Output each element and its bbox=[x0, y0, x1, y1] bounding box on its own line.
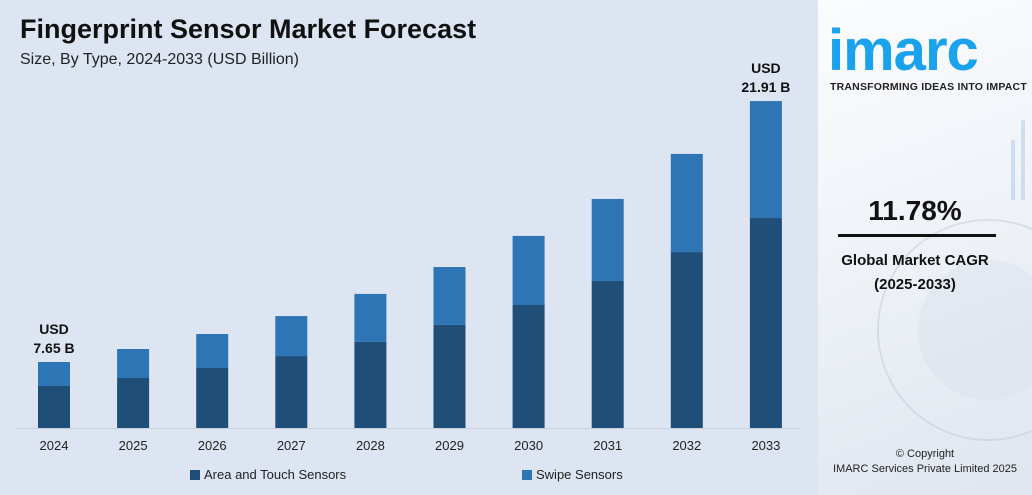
data-label: 7.65 B bbox=[33, 340, 74, 356]
bar-swipe-2029 bbox=[433, 267, 466, 325]
bar-swipe-2033 bbox=[749, 101, 782, 219]
bar-area-touch-2025 bbox=[117, 378, 150, 428]
x-tick-label: 2025 bbox=[119, 438, 148, 453]
bar-swipe-2026 bbox=[196, 334, 229, 368]
x-tick-label: 2027 bbox=[277, 438, 306, 453]
bar-swipe-2024 bbox=[38, 362, 70, 386]
tagline: TRANSFORMING IDEAS INTO IMPACT bbox=[830, 81, 1027, 93]
imarc-logo: imarc bbox=[828, 18, 979, 83]
legend-item-area-touch: Area and Touch Sensors bbox=[190, 467, 346, 482]
cagr-value: 11.78% bbox=[868, 195, 962, 226]
x-tick-label: 2026 bbox=[198, 438, 227, 453]
chart-subtitle: Size, By Type, 2024-2033 (USD Billion) bbox=[20, 51, 299, 68]
x-tick-label: 2032 bbox=[672, 438, 701, 453]
x-tick-label: 2028 bbox=[356, 438, 385, 453]
data-label: 21.91 B bbox=[741, 79, 790, 95]
legend-label: Swipe Sensors bbox=[536, 467, 623, 482]
bar-area-touch-2030 bbox=[512, 305, 545, 428]
data-label: USD bbox=[751, 60, 781, 76]
bar-area-touch-2029 bbox=[433, 324, 466, 428]
divider bbox=[838, 234, 996, 237]
bar-area-touch-2032 bbox=[670, 252, 703, 428]
x-tick-label: 2029 bbox=[435, 438, 464, 453]
bar-area-touch-2027 bbox=[275, 356, 308, 428]
cagr-label-line1: Global Market CAGR bbox=[841, 252, 989, 269]
background-graphic bbox=[877, 120, 1032, 441]
chart-panel: Fingerprint Sensor Market Forecast Size,… bbox=[0, 0, 818, 495]
legend-label: Area and Touch Sensors bbox=[204, 467, 347, 482]
bar-swipe-2028 bbox=[354, 293, 387, 342]
bar-chart: 2024 USD 7.65 B 2025 2026 2027 2028 2029 2030 203… bbox=[16, 60, 800, 453]
x-tick-label: 2031 bbox=[593, 438, 622, 453]
bar-swipe-2031 bbox=[591, 198, 624, 281]
bar-swipe-2030 bbox=[512, 235, 545, 306]
chart-title: Fingerprint Sensor Market Forecast bbox=[20, 14, 477, 44]
cagr-label-line2: (2025-2033) bbox=[874, 276, 956, 293]
copyright-line1: © Copyright bbox=[895, 448, 955, 460]
bar-area-touch-2024 bbox=[38, 385, 70, 428]
bar-area-touch-2033 bbox=[749, 218, 782, 428]
cagr-label: Global Market CAGR (2025-2033) bbox=[818, 249, 1012, 297]
legend-swatch bbox=[522, 469, 532, 480]
legend-swatch bbox=[190, 469, 200, 480]
bar-swipe-2025 bbox=[117, 349, 150, 379]
data-label: USD bbox=[39, 321, 69, 337]
x-tick-label: 2033 bbox=[751, 438, 780, 453]
bar-area-touch-2026 bbox=[196, 367, 229, 428]
copyright-line2: IMARC Services Private Limited 2025 bbox=[832, 463, 1017, 475]
bar-area-touch-2028 bbox=[354, 341, 387, 428]
x-tick-label: 2024 bbox=[40, 438, 69, 453]
bar-swipe-2027 bbox=[275, 316, 308, 357]
info-panel: imarc TRANSFORMING IDEAS INTO IMPACT 11.… bbox=[818, 0, 1032, 495]
bar-swipe-2032 bbox=[670, 153, 703, 253]
copyright: © Copyright IMARC Services Private Limit… bbox=[818, 447, 1032, 477]
bar-area-touch-2031 bbox=[591, 280, 624, 428]
legend-item-swipe: Swipe Sensors bbox=[522, 467, 623, 482]
x-tick-label: 2030 bbox=[514, 438, 543, 453]
